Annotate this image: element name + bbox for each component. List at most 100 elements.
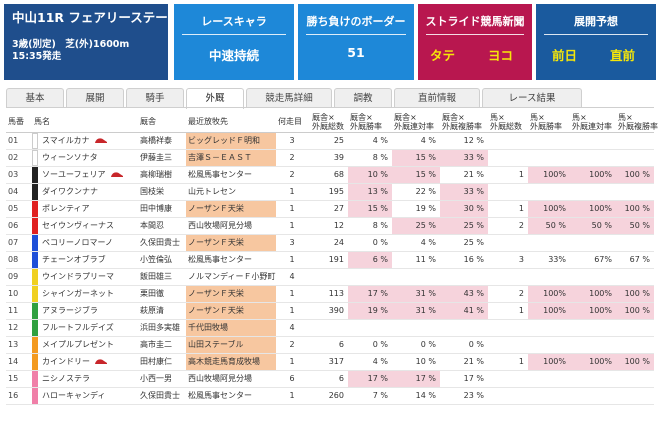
col-stable-win-header[interactable]: 厩舎× 外厩勝率 xyxy=(348,112,392,133)
stable: 久保田貴士 xyxy=(138,387,186,405)
tab-horse-detail[interactable]: 競走馬詳細 xyxy=(246,88,332,108)
col-stable-fuku-header[interactable]: 厩舎× 外厩複勝率 xyxy=(440,112,488,133)
col-stable-ren-header[interactable]: 厩舎× 外厩連対率 xyxy=(392,112,440,133)
table-row[interactable]: 14 カインドリー 田村康仁 高木競走馬育成牧場 1 317 4 % 10 % 21 % 1 100… xyxy=(6,353,654,371)
col-horse-name-header[interactable]: 馬名 xyxy=(32,112,138,133)
horse-name-cell[interactable]: メイプルプレゼント xyxy=(32,336,138,354)
tab-training[interactable]: 調教 xyxy=(334,88,392,108)
horse-name[interactable]: メイプルプレゼント xyxy=(42,340,114,349)
tab-race-result[interactable]: レース結果 xyxy=(482,88,582,108)
horse-name[interactable]: ハローキャンディ xyxy=(42,391,106,400)
tab-pre-race[interactable]: 直前情報 xyxy=(394,88,480,108)
horse-name-cell[interactable]: カインドリー xyxy=(32,353,138,371)
col-recent-farm-header[interactable]: 最近放牧先 xyxy=(186,112,276,133)
frame-color-marker xyxy=(32,336,38,352)
horse-name[interactable]: スマイルカナ xyxy=(42,136,90,145)
horse-name[interactable]: アヌラージブラ xyxy=(42,306,98,315)
horse-name[interactable]: ニシノステラ xyxy=(42,374,90,383)
horse-name-cell[interactable]: ダイワクンナナ xyxy=(32,183,138,201)
horse-name-cell[interactable]: スマイルカナ xyxy=(32,132,138,150)
table-row[interactable]: 01 スマイルカナ 高橋祥泰 ビッグレッドＦ明和 3 25 4 % 4 % 12 % xyxy=(6,132,654,150)
table-row[interactable]: 07 ペコリーノロマーノ 久保田貴士 ノーザンＦ天栄 3 24 0 % 4 % 25 % xyxy=(6,234,654,252)
stat-s-win xyxy=(348,319,392,337)
table-row[interactable]: 09 ウインドラプリーマ 飯田雄三 ノルマンディーＦ小野町 4 xyxy=(6,268,654,286)
stat-s-fuku: 21 % xyxy=(440,353,488,371)
table-row[interactable]: 04 ダイワクンナナ 国枝栄 山元トレセン 1 195 13 % 22 % 33 % xyxy=(6,183,654,201)
table-row[interactable]: 11 アヌラージブラ 萩原清 ノーザンＦ天栄 1 390 19 % 31 % 41 % 1 100%… xyxy=(6,302,654,320)
stride-yoko-link[interactable]: ヨコ xyxy=(488,48,514,63)
stable: 萩原清 xyxy=(138,302,186,320)
horse-name[interactable]: チェーンオブラブ xyxy=(42,255,106,264)
table-row[interactable]: 03 ソーユーフェリア 高柳瑞樹 松風馬事センター 2 68 10 % 15 % 21 % 1 10… xyxy=(6,166,654,184)
frame-color-marker xyxy=(32,200,38,216)
stat-s-total: 191 xyxy=(310,251,348,269)
stat-s-ren: 31 % xyxy=(392,285,440,303)
table-row[interactable]: 15 ニシノステラ 小西一男 西山牧場阿見分場 6 6 17 % 17 % 17 % xyxy=(6,370,654,388)
table-row[interactable]: 16 ハローキャンディ 久保田貴士 松風馬事センター 1 260 7 % 14 % 23 % xyxy=(6,387,654,405)
stride-tate-link[interactable]: タテ xyxy=(430,48,456,63)
table-row[interactable]: 05 ポレンティア 田中博康 ノーザンＦ天栄 1 27 15 % 19 % 30 % 1 100% 1… xyxy=(6,200,654,218)
horse-name[interactable]: カインドリー xyxy=(42,357,90,366)
stat-h-total: 3 xyxy=(488,251,528,269)
col-number-header[interactable]: 馬番 xyxy=(6,112,32,133)
stat-s-ren: 15 % xyxy=(392,149,440,167)
horse-name[interactable]: シャインガーネット xyxy=(42,289,114,298)
forecast-just-before-link[interactable]: 直前 xyxy=(610,48,636,63)
race-character-box[interactable]: レースキャラ 中速持続 xyxy=(174,4,294,80)
horse-name-cell[interactable]: ポレンティア xyxy=(32,200,138,218)
horse-name-cell[interactable]: チェーンオブラブ xyxy=(32,251,138,269)
horse-name-cell[interactable]: セイウンヴィーナス xyxy=(32,217,138,235)
stat-h-ren xyxy=(570,319,616,337)
col-stable-total-header[interactable]: 厩舎× 外厩総数 xyxy=(310,112,348,133)
table-row[interactable]: 13 メイプルプレゼント 高市圭二 山田ステーブル 2 6 0 % 0 % 0 % xyxy=(6,336,654,354)
horse-name-cell[interactable]: シャインガーネット xyxy=(32,285,138,303)
horse-name-cell[interactable]: ニシノステラ xyxy=(32,370,138,388)
recent-farm: 西山牧場阿見分場 xyxy=(186,370,276,388)
col-horse-total-header[interactable]: 馬× 外厩総数 xyxy=(488,112,528,133)
table-row[interactable]: 02 ウィーンソナタ 伊藤圭三 吉澤Ｓ－ＥＡＳＴ 2 39 8 % 15 % 33 % xyxy=(6,149,654,167)
border-box[interactable]: 勝ち負けのボーダー 51 xyxy=(298,4,414,80)
horse-name-cell[interactable]: アヌラージブラ xyxy=(32,302,138,320)
horse-name[interactable]: セイウンヴィーナス xyxy=(42,221,114,230)
col-horse-win-header[interactable]: 馬× 外厩勝率 xyxy=(528,112,570,133)
stat-s-win: 13 % xyxy=(348,183,392,201)
horse-name[interactable]: フルートフルデイズ xyxy=(42,323,114,332)
col-horse-fuku-header[interactable]: 馬× 外厩複勝率 xyxy=(616,112,658,133)
horse-name[interactable]: ソーユーフェリア xyxy=(42,170,106,179)
horse-name-cell[interactable]: フルートフルデイズ xyxy=(32,319,138,337)
stat-h-ren xyxy=(570,149,616,167)
stat-h-ren: 50 % xyxy=(570,217,616,235)
run-count: 2 xyxy=(276,166,310,184)
horse-name[interactable]: ウィーンソナタ xyxy=(42,153,98,162)
tab-jockey[interactable]: 騎手 xyxy=(126,88,184,108)
horse-name[interactable]: ダイワクンナナ xyxy=(42,187,98,196)
divider xyxy=(306,34,406,35)
stat-h-total: 1 xyxy=(488,353,528,371)
table-row[interactable]: 06 セイウンヴィーナス 本間忍 西山牧場阿見分場 1 12 8 % 25 % 25 % 2 50 … xyxy=(6,217,654,235)
stat-s-ren: 10 % xyxy=(392,353,440,371)
stat-s-fuku xyxy=(440,319,488,337)
race-character-label: レースキャラ xyxy=(201,15,267,28)
col-run-count-header[interactable]: 何走目 xyxy=(276,112,310,133)
horse-name-cell[interactable]: ウィーンソナタ xyxy=(32,149,138,167)
forecast-day-before-link[interactable]: 前日 xyxy=(552,48,578,63)
horse-name-cell[interactable]: ソーユーフェリア xyxy=(32,166,138,184)
tab-outside-stable[interactable]: 外厩 xyxy=(186,88,244,109)
horse-name-cell[interactable]: ハローキャンディ xyxy=(32,387,138,405)
horse-name-cell[interactable]: ウインドラプリーマ xyxy=(32,268,138,286)
stable: 高柳瑞樹 xyxy=(138,166,186,184)
table-row[interactable]: 12 フルートフルデイズ 浜田多実雄 千代田牧場 4 xyxy=(6,319,654,337)
horse-number: 10 xyxy=(6,285,32,303)
stat-h-ren: 100% xyxy=(570,166,616,184)
col-stable-header[interactable]: 厩舎 xyxy=(138,112,186,133)
table-row[interactable]: 10 シャインガーネット 栗田徹 ノーザンＦ天栄 1 113 17 % 31 % 43 % 2 10… xyxy=(6,285,654,303)
tab-basic[interactable]: 基本 xyxy=(6,88,64,108)
tab-development[interactable]: 展開 xyxy=(66,88,124,108)
horse-name[interactable]: ポレンティア xyxy=(42,204,90,213)
table-row[interactable]: 08 チェーンオブラブ 小笠倫弘 松風馬事センター 1 191 6 % 11 % 16 % 3 33… xyxy=(6,251,654,269)
col-horse-ren-header[interactable]: 馬× 外厩連対率 xyxy=(570,112,616,133)
horse-name[interactable]: ペコリーノロマーノ xyxy=(42,238,114,247)
horse-name-cell[interactable]: ペコリーノロマーノ xyxy=(32,234,138,252)
horse-number: 08 xyxy=(6,251,32,269)
horse-name[interactable]: ウインドラプリーマ xyxy=(42,272,114,281)
